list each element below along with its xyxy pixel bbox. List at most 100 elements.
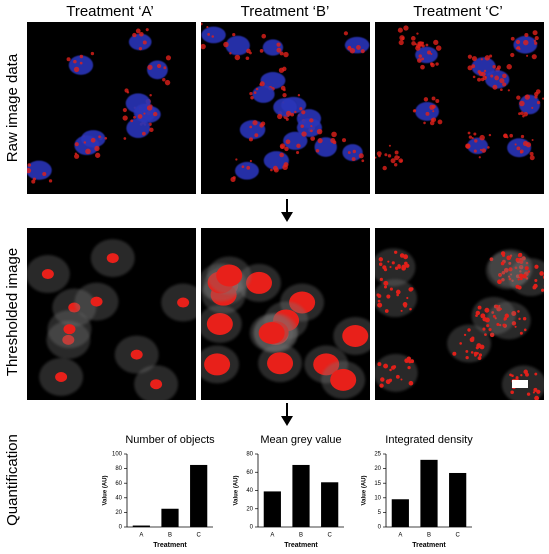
stain [177,297,190,308]
y-axis-label: Value (AU) [234,475,240,505]
bar-chart: Mean grey value Value (AU) Treatment 0 20 40 6… [234,434,344,549]
stain [317,138,323,144]
stain [142,40,147,45]
stain [432,110,435,113]
stain [394,150,399,155]
charts: Number of objects Value (AU) Treatment 0 20 4… [103,434,474,549]
nucleus [235,161,259,180]
stain [235,158,238,161]
stain [297,94,301,97]
nucleus [125,93,151,114]
nucleus [239,120,266,140]
stain [156,63,162,69]
scale-bar [512,380,528,388]
stain [259,49,264,53]
micrograph-content [201,228,370,400]
nucleus [128,33,152,51]
nucleus [519,94,541,115]
x-tick-label: B [299,533,303,539]
stain [421,44,425,48]
stain [387,260,390,263]
stain [473,132,477,136]
stain [519,331,523,335]
x-axis-label: Treatment [284,542,318,549]
x-tick-label: C [327,533,332,539]
stain [531,106,534,109]
stain [437,119,443,125]
stain [500,261,505,266]
stain [540,288,544,292]
stain [94,145,100,152]
stain [135,28,141,34]
stain [211,35,215,38]
stain [527,270,531,273]
stain [518,273,524,278]
stain [234,54,241,61]
stain [532,30,538,36]
stain [523,111,528,117]
stain [495,304,499,308]
stain [435,62,439,66]
stain [533,39,537,43]
stain [478,353,483,357]
y-axis-label: Value (AU) [362,475,368,505]
x-axis-label: Treatment [412,542,446,549]
nucleus [273,98,297,117]
stain [316,128,323,135]
stain [502,82,507,87]
stain [529,151,534,156]
stain [518,112,521,116]
stain [270,168,273,172]
stain [478,156,481,159]
stain [522,316,527,321]
stain [477,70,482,74]
stain [386,294,391,299]
stain [503,133,508,138]
stain [539,271,544,276]
row-label: Thresholded image [4,248,21,376]
stain [395,374,400,379]
stain [137,114,143,119]
stain [232,32,236,37]
stain [534,36,539,41]
micrograph-content [375,228,544,400]
stain [285,110,292,116]
stain [201,43,206,50]
stain [477,356,482,361]
y-tick-label: 60 [246,470,253,476]
stain [499,307,502,311]
bar [420,459,438,527]
bar [263,491,281,527]
nucleus [252,85,275,103]
stain [361,159,365,163]
stain [416,43,421,49]
stain [502,323,506,327]
stain [246,271,273,294]
y-tick-label: 80 [115,466,122,472]
stain [516,95,521,100]
stain [510,390,514,395]
stain [332,140,337,145]
stain [378,257,384,262]
stain [477,77,482,82]
stain [301,110,306,115]
stain [73,59,77,64]
image-panels [27,22,544,400]
panel-background [27,22,196,194]
stain [534,264,539,269]
y-tick-label: 0 [378,525,382,531]
stain [398,40,404,46]
chart-title: Mean grey value [260,434,341,446]
stain [425,43,429,47]
stain [277,113,283,120]
y-tick-label: 5 [378,510,382,516]
bar [321,482,339,527]
chart-title: Integrated density [385,434,473,446]
stain [387,154,392,158]
stain [410,287,414,291]
stain [90,51,95,56]
stain [388,144,391,147]
nucleus [342,144,363,162]
stain [536,100,541,105]
stain [533,283,538,289]
